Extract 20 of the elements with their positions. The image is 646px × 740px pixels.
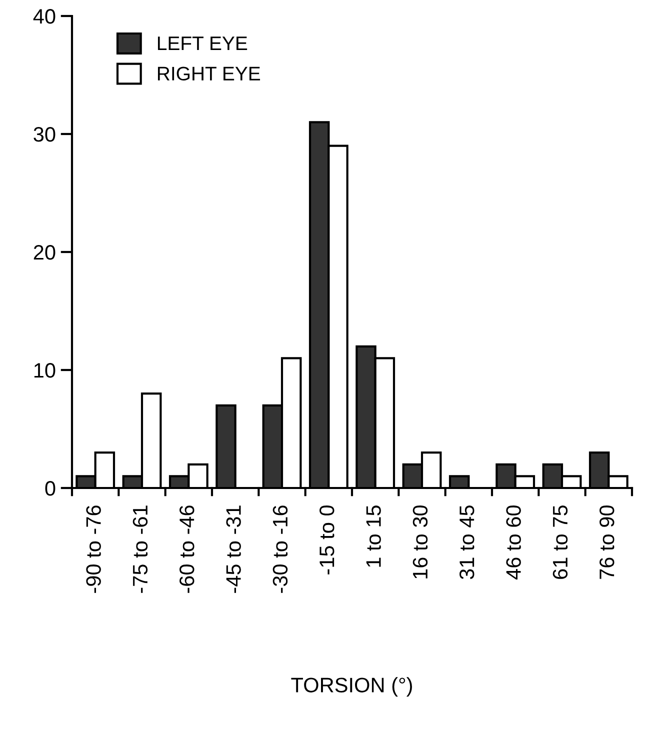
- y-tick-label: 10: [34, 363, 56, 378]
- legend-label: LEFT EYE: [158, 36, 248, 50]
- x-tick-label: 16 to 30: [412, 505, 428, 578]
- y-tick-label: 30: [34, 127, 56, 142]
- legend-label: RIGHT EYE: [158, 66, 260, 81]
- x-tick-label: 1 to 15: [366, 506, 381, 567]
- x-tick-label: -75 to -61: [132, 506, 148, 593]
- x-tick-label: -30 to -16: [272, 506, 288, 593]
- y-tick-label: 40: [33, 9, 56, 24]
- x-tick-label: -15 to 0: [320, 505, 334, 574]
- x-tick-label: 76 to 90: [600, 505, 614, 579]
- x-axis-title: TORSION (°): [291, 677, 412, 697]
- x-tick-label: 46 to 60: [506, 505, 521, 580]
- y-tick-label: 20: [34, 245, 56, 260]
- y-tick-label: 0: [45, 481, 56, 496]
- x-tick-label: -45 to -31: [226, 506, 241, 593]
- x-tick-label: -90 to -76: [86, 506, 101, 593]
- x-tick-label: 61 to 75: [552, 506, 568, 579]
- x-tick-label: 31 to 45: [460, 506, 474, 580]
- x-tick-label: -60 to -46: [180, 506, 194, 593]
